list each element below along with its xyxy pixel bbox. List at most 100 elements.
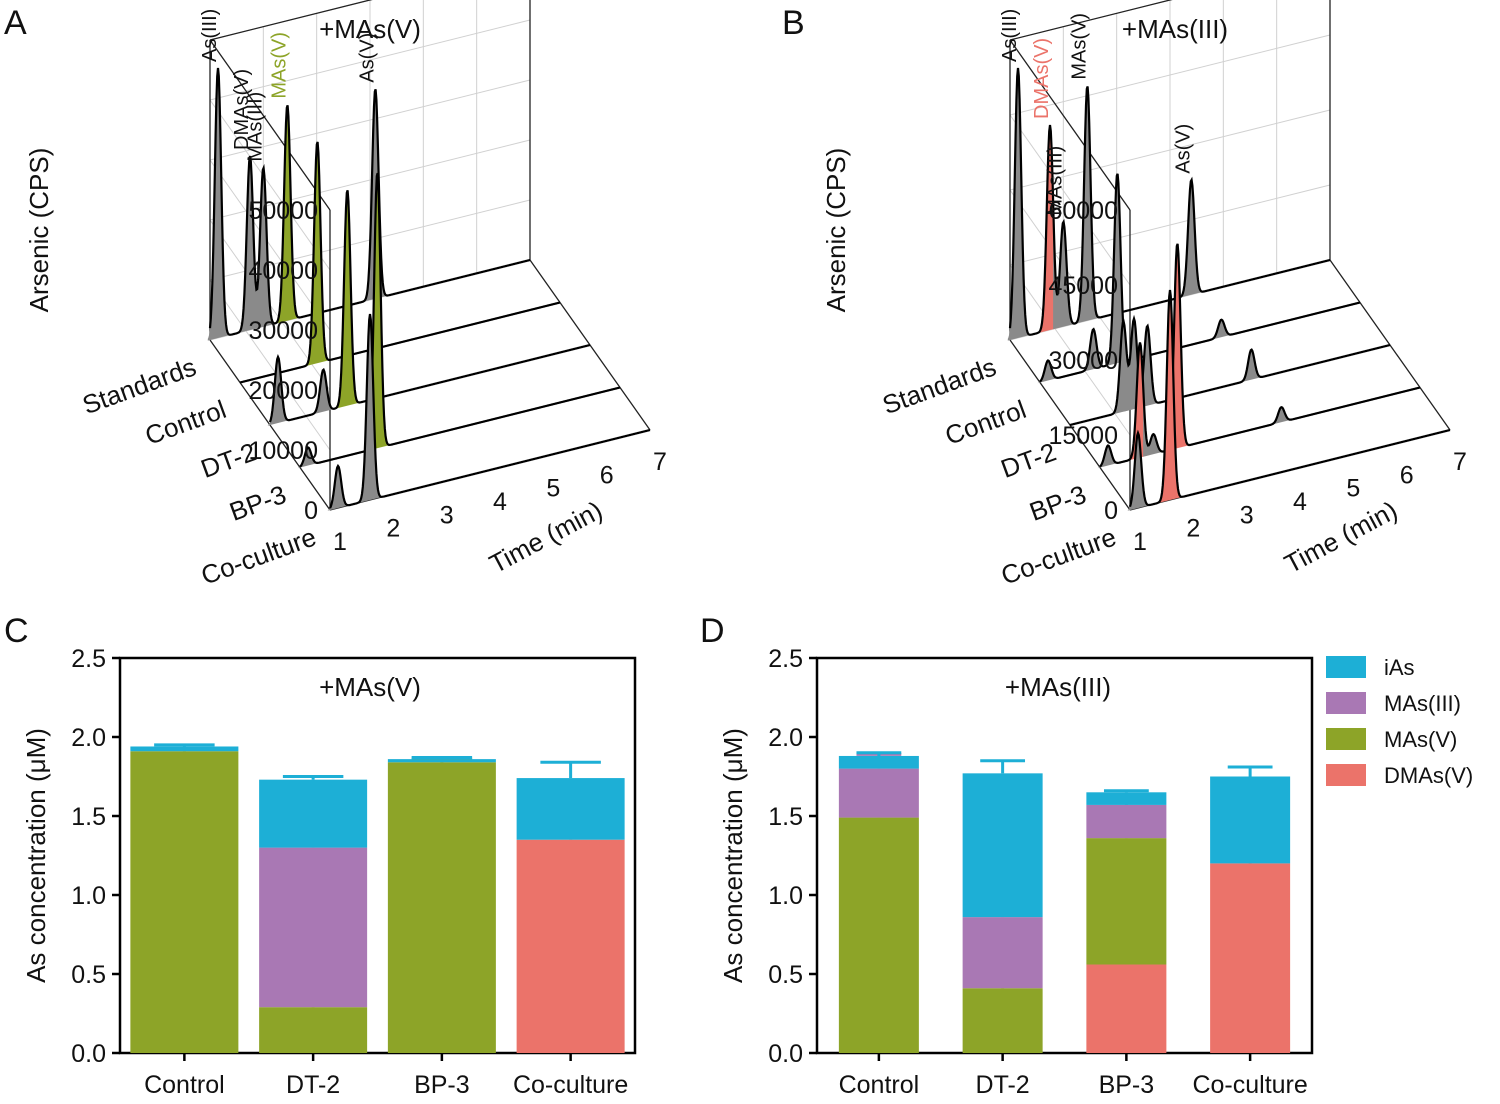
legend-swatch-dmasv [1326,764,1366,786]
bar-segment-dmasv [1086,964,1167,1053]
bar-segment-masiii [838,768,919,818]
y-tick-label: 2.0 [768,724,803,752]
bar-segment-dmasv [516,839,625,1053]
trace-line-dt-2 [1069,314,1391,427]
bar-segment-ias [130,746,239,752]
side-grid-line [1009,264,1131,436]
x-tick-label: 5 [1346,475,1360,503]
y-tick-label: 45000 [1048,272,1118,300]
side-grid-line [1009,114,1131,286]
bar-segment-ias [838,755,919,769]
x-tick-label: 3 [440,501,454,529]
bar-segment-masv [838,817,919,1053]
bar-segment-ias [1086,792,1167,805]
axis-box-edge [1009,39,1131,211]
peak-label: DMAs(V) [1031,38,1053,119]
y-tick-label: 0.5 [768,961,803,989]
legend: iAs MAs(III) MAs(V) DMAs(V) [1326,655,1473,788]
x-tick-label: BP-3 [1099,1071,1155,1099]
bar-segment-masv [1086,838,1167,965]
series-label: BP-3 [1025,479,1090,527]
bar-chart-panel-d: 0.0 0.5 1.0 1.5 2.0 2.5 As concentration (μM) +… [718,645,1314,1099]
trace-line-bp-3 [299,172,621,468]
bar-segment-masiii [259,847,368,1008]
trace-line-control [1039,173,1361,383]
trace-line-co-culture [329,313,651,509]
bar-segment-masiii [962,917,1043,989]
y-tick-label: 30000 [248,317,318,345]
x-tick-label: DT-2 [976,1071,1030,1099]
side-grid-line [209,99,331,271]
y-tick-label: 2.0 [71,724,106,752]
side-grid-line [1009,189,1131,361]
y-axis-label: As concentration (μM) [21,728,51,983]
plot-frame [118,656,637,1055]
series-label: Co-culture [997,521,1120,590]
peak-label: MAs(V) [268,32,290,99]
peak-label: MAs(III) [244,92,266,162]
series-label: DT-2 [197,436,260,483]
legend-swatch-masv [1326,728,1366,750]
x-tick-label: Control [144,1071,225,1099]
axis-box-edge [209,39,331,211]
panel-letter-a: A [4,4,27,42]
peak-label: As(III) [999,9,1021,62]
bar-segment-ias [259,779,368,848]
y-axis-label: Arsenic (CPS) [24,148,54,313]
bar-segment-ias [962,773,1043,918]
y-tick-label: 15000 [1048,422,1118,450]
y-tick-label: 10000 [248,437,318,465]
x-tick-label: 6 [1400,461,1414,489]
peak-label: MAs(V) [1068,13,1090,80]
y-tick-label: 40000 [248,257,318,285]
bar-segment-masv [962,988,1043,1053]
panel-letter-b: B [782,4,805,42]
y-tick-label: 1.0 [71,882,106,910]
x-tick-label: BP-3 [414,1071,470,1099]
y-axis-label: Arsenic (CPS) [821,148,851,313]
x-tick-label: DT-2 [286,1071,340,1099]
x-tick-label: 1 [333,528,347,556]
series-label: Control [941,394,1030,451]
x-tick-label: Co-culture [513,1071,628,1099]
y-tick-label: 1.5 [768,803,803,831]
y-tick-label: 60000 [1048,197,1118,225]
chart-title: +MAs(V) [319,672,421,702]
y-tick-label: 1.5 [71,803,106,831]
legend-label: MAs(V) [1384,727,1457,752]
y-tick-label: 0 [1104,497,1118,525]
y-tick-label: 50000 [248,197,318,225]
bar-segment-masiii [1086,804,1167,839]
y-tick-label: 2.5 [768,645,803,673]
y-tick-label: 20000 [248,377,318,405]
plot-frame [815,656,1314,1055]
x-tick-label: Control [839,1071,920,1099]
y-tick-label: 2.5 [71,645,106,673]
peak-label: As(V) [1172,124,1194,174]
x-tick-label: 1 [1133,528,1147,556]
peak-fill-masiii [1143,384,1164,457]
y-axis-label: As concentration (μM) [718,728,748,983]
bar-segment-dmasv [1210,863,1291,1053]
axis-box-edge [1009,0,1173,41]
legend-swatch-ias [1326,656,1366,678]
x-tick-label: 5 [546,475,560,503]
x-tick-label: 6 [600,461,614,489]
axis-box-edge [209,0,373,41]
legend-label: MAs(III) [1384,691,1461,716]
y-tick-label: 30000 [1048,347,1118,375]
panel-letter-d: D [700,612,725,650]
series-label: Co-culture [197,521,320,590]
bar-chart-panel-c: 0.0 0.5 1.0 1.5 2.0 2.5 As concentration (μM) +… [21,645,637,1099]
chart-title: +MAs(III) [1005,672,1111,702]
chart-title: +MAs(V) [319,14,421,44]
trace-line-control [239,141,561,384]
y-tick-label: 0.0 [768,1040,803,1068]
x-tick-label: 4 [493,488,507,516]
series-label: Control [141,394,230,451]
bar-segment-ias [387,759,496,763]
series-label: BP-3 [225,479,290,527]
x-tick-label: Co-culture [1192,1071,1307,1099]
series-label: DT-2 [997,436,1060,483]
